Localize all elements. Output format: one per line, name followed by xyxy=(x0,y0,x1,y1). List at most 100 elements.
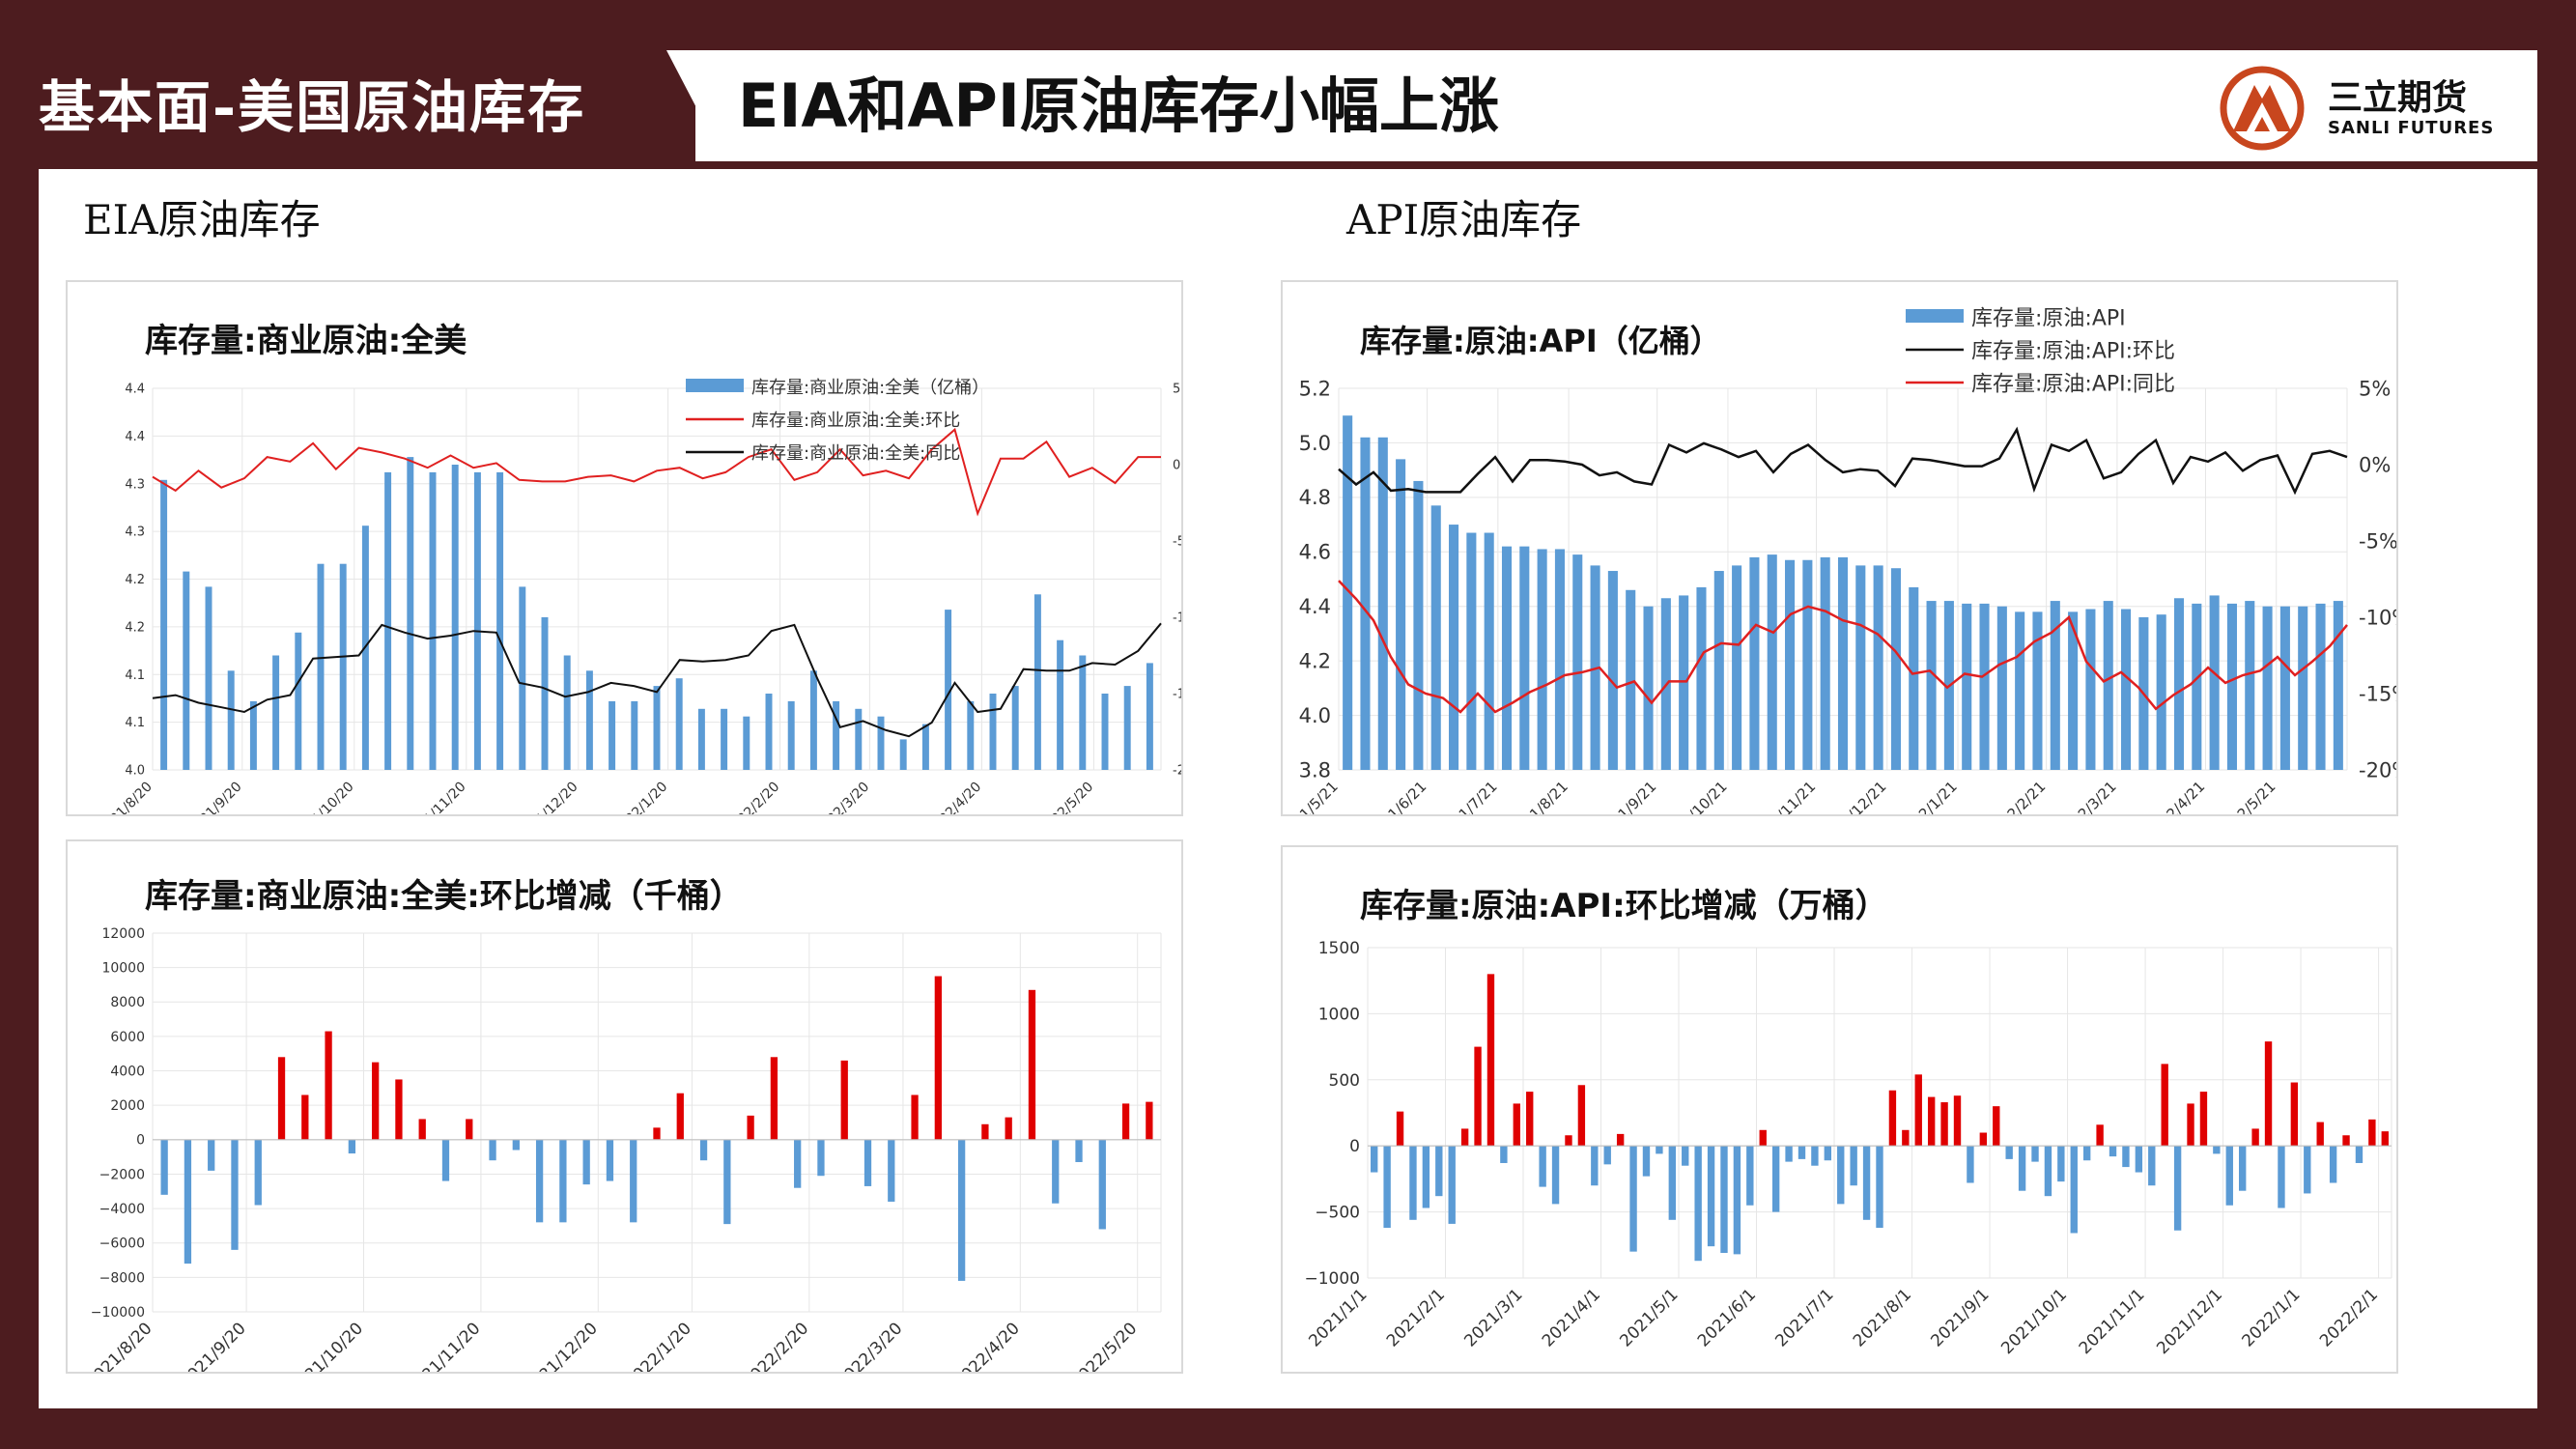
y-tick-label-left: 5.0 xyxy=(1299,432,1331,455)
bar xyxy=(2209,595,2220,770)
bar xyxy=(541,617,549,770)
bar xyxy=(1396,1111,1404,1147)
y-tick-label-left: 1500 xyxy=(1318,939,1360,958)
y-tick-label-left: 2000 xyxy=(110,1098,145,1114)
slide: 基本面-美国原油库存 EIA和API原油库存小幅上涨 三立期货 SANLI FU… xyxy=(39,50,2537,1408)
bar xyxy=(585,670,593,770)
bar xyxy=(489,1139,496,1161)
y-tick-label-right: -10% xyxy=(2359,606,2396,629)
bar xyxy=(699,1139,708,1161)
x-tick-label: 2021/7/1 xyxy=(1771,1285,1837,1350)
bar xyxy=(2298,606,2308,770)
y-tick-label-right: 5% xyxy=(2359,377,2391,400)
bar xyxy=(1967,1146,1974,1183)
bar xyxy=(1360,437,1371,770)
section-title: 基本面-美国原油库存 xyxy=(39,74,586,140)
bar xyxy=(2068,611,2079,770)
bar xyxy=(653,1127,661,1140)
y-tick-label-left: 4.0 xyxy=(125,764,145,779)
bar xyxy=(1572,554,1583,770)
bar xyxy=(231,1139,239,1250)
bar xyxy=(2031,1146,2039,1162)
api-change-panel: 库存量:原油:API:环比增减（万桶） 1500 1000 500 0 −500 −1000… xyxy=(1281,845,2398,1374)
chart-title: 库存量:原油:API:环比增减（万桶） xyxy=(1360,887,1888,925)
bar xyxy=(787,700,795,770)
x-tick-label: 2021/12/21 xyxy=(1819,778,1890,814)
bar xyxy=(840,1060,848,1140)
bar xyxy=(441,1139,450,1181)
bar xyxy=(945,610,952,770)
bar xyxy=(1862,1146,1871,1220)
bar xyxy=(1993,1106,2000,1147)
x-tick-label: 2022/1/20 xyxy=(622,1319,695,1372)
bar xyxy=(519,586,526,770)
bar xyxy=(2279,606,2290,770)
bar xyxy=(1694,1146,1702,1262)
bar xyxy=(1940,1102,1948,1147)
x-tick-label: 2021/5/21 xyxy=(1283,778,1342,814)
y-tick-label-left: −8000 xyxy=(99,1270,145,1286)
y-tick-label-left: −2000 xyxy=(99,1167,145,1182)
bar xyxy=(1513,1103,1520,1147)
bar xyxy=(1953,1095,1962,1147)
y-tick-label-left: 4.1 xyxy=(125,668,145,683)
bar xyxy=(2381,1131,2389,1147)
y-tick-label-left: 4.3 xyxy=(125,477,145,492)
y-tick-label-left: 0 xyxy=(1349,1137,1360,1156)
x-tick-label: 2022/2/1 xyxy=(2316,1285,2382,1350)
x-tick-label: 2021/12/20 xyxy=(521,1319,601,1372)
bar xyxy=(466,1119,473,1140)
bar xyxy=(1101,694,1109,770)
y-tick-label-left: 4.0 xyxy=(1299,704,1331,727)
bar xyxy=(1979,603,1990,770)
y-tick-label-left: 4.6 xyxy=(1299,541,1331,564)
bar xyxy=(1448,1146,1456,1224)
bar xyxy=(809,670,817,770)
bar xyxy=(1759,1129,1767,1147)
bar xyxy=(1926,601,1937,770)
api-level-panel: 库存量:原油:API（亿桶） 5.2 5.0 4.8 4.6 4.4 4.2 4.0 3.8 5%… xyxy=(1281,280,2398,816)
bar xyxy=(301,1094,309,1140)
bar xyxy=(1798,1146,1806,1159)
chart-title: 库存量:商业原油:全美 xyxy=(145,322,467,360)
y-tick-label-left: 6000 xyxy=(110,1030,145,1045)
bar xyxy=(2226,603,2237,770)
y-tick-label-left: −10000 xyxy=(91,1305,145,1321)
bar xyxy=(1484,532,1494,770)
series-line-mom xyxy=(152,427,1161,517)
bar xyxy=(1909,586,1919,770)
bar xyxy=(2135,1146,2143,1173)
bar xyxy=(535,1139,544,1223)
bar xyxy=(429,471,437,770)
y-tick-label-right: -15% xyxy=(1173,688,1181,702)
bar xyxy=(1927,1096,1936,1147)
x-tick-label: 2022/3/21 xyxy=(2055,778,2120,814)
api-section-label: API原油库存 xyxy=(1346,196,1582,243)
bar xyxy=(1802,559,1813,770)
bar xyxy=(877,716,885,770)
bar xyxy=(254,1139,262,1206)
bar xyxy=(2109,1146,2117,1157)
bar xyxy=(765,694,773,770)
bar xyxy=(582,1139,590,1185)
bar xyxy=(1565,1135,1572,1147)
x-tick-label: 2021/9/1 xyxy=(1927,1285,1993,1350)
y-tick-label-right: 0% xyxy=(2359,453,2391,476)
bar xyxy=(899,739,907,770)
bar xyxy=(348,1139,356,1154)
bar xyxy=(1607,571,1618,770)
x-tick-label: 2021/10/21 xyxy=(1659,778,1731,814)
logo-text-en: SANLI FUTURES xyxy=(2328,118,2495,138)
bar xyxy=(183,571,190,770)
series-line-yoy xyxy=(152,622,1162,738)
bar xyxy=(1873,565,1883,770)
eia-change-chart: 库存量:商业原油:全美:环比增减（千桶）12000 10000 8000 6000 40… xyxy=(83,877,1162,1372)
legend-label: 库存量:商业原油:全美（亿桶） xyxy=(751,378,989,398)
legend-label: 库存量:商业原油:全美:同比 xyxy=(751,443,960,464)
x-tick-label: 2021/11/21 xyxy=(1747,778,1819,814)
bar xyxy=(1642,1146,1651,1177)
bar xyxy=(407,457,414,770)
bar xyxy=(1554,549,1565,770)
bar xyxy=(1643,606,1654,770)
bar xyxy=(496,471,504,770)
